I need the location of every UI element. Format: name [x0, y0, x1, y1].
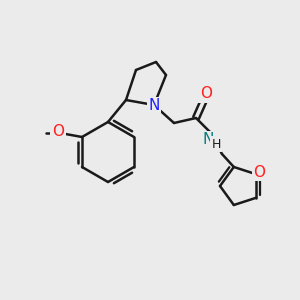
Text: H: H [211, 137, 221, 151]
Text: N: N [148, 98, 160, 113]
Text: O: O [253, 165, 265, 180]
Text: O: O [52, 124, 64, 140]
Text: O: O [200, 86, 212, 101]
Text: N: N [202, 133, 214, 148]
